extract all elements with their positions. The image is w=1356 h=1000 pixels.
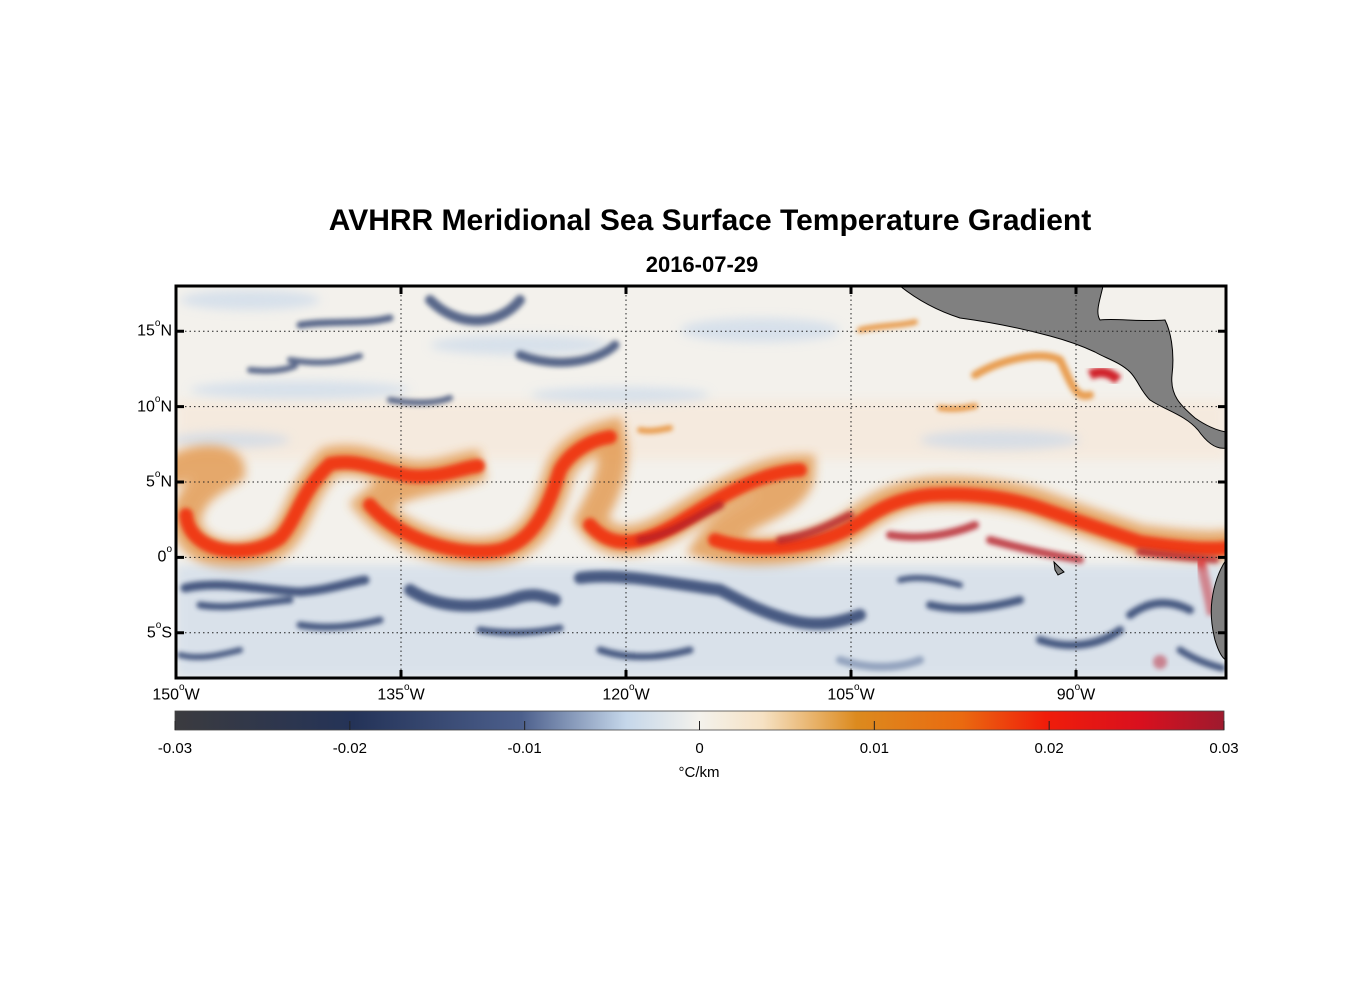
colorbar-tick-label: 0.03 [1209, 740, 1239, 757]
lon-tick-label: 150oW [152, 682, 200, 704]
lat-tick-label: 15oN [137, 318, 172, 340]
colorbar-tick-label: 0 [695, 740, 704, 757]
lat-tick-label: 5oN [145, 469, 172, 491]
land-galapagos [1053, 560, 1065, 576]
colorbar-ticks [174, 721, 1225, 730]
colorbar-tick-label: -0.01 [507, 740, 542, 757]
lat-tick-label: 10oN [137, 393, 172, 415]
lon-tick-label: 120oW [602, 682, 650, 704]
colorbar-tick-label: -0.02 [332, 740, 367, 757]
lat-tick-label: 5oS [146, 619, 172, 642]
sst-gradient-field [176, 286, 1226, 678]
colorbar-tick-label: 0.02 [1034, 740, 1064, 757]
colorbar-unit-label: °C/km [678, 764, 720, 781]
colorbar-tick-label: -0.03 [157, 740, 193, 757]
map-title: AVHRR Meridional Sea Surface Temperature… [328, 204, 1092, 237]
frame-ticks [174, 286, 1226, 678]
lat-tick-label: 0o [157, 544, 172, 566]
colorbar-tick-label: 0.01 [859, 740, 889, 757]
map-subtitle: 2016-07-29 [645, 252, 759, 277]
lon-tick-label: 105oW [827, 682, 875, 704]
land-south-america [1210, 559, 1226, 661]
lon-tick-label: 90oW [1056, 682, 1096, 704]
land-central-america [899, 286, 1226, 449]
lon-tick-label: 135oW [377, 682, 425, 704]
